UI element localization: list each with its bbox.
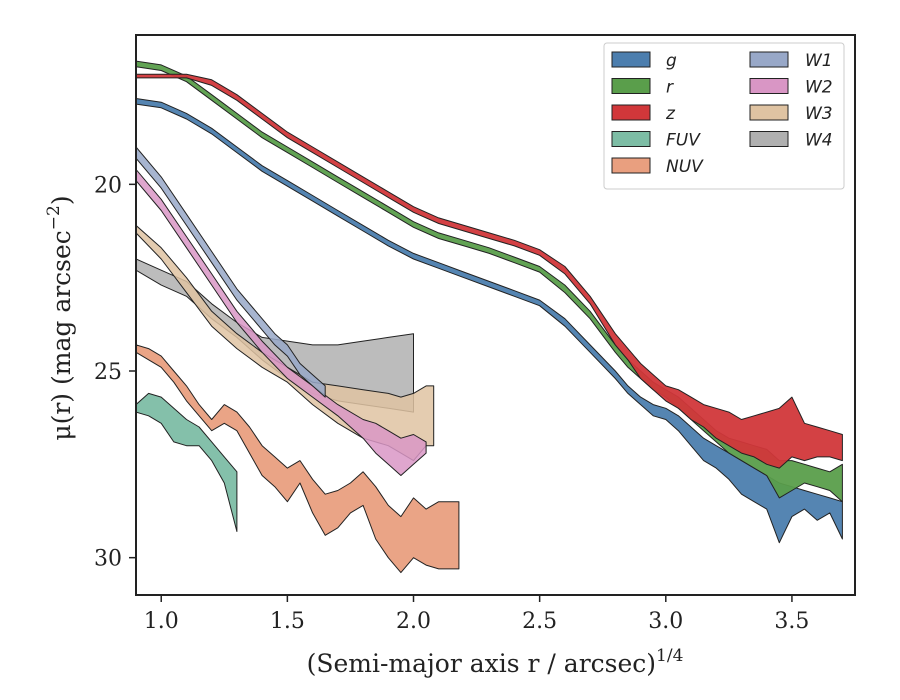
legend-swatch-fuv xyxy=(611,131,651,147)
y-tick-label: 30 xyxy=(94,547,122,572)
legend-label-g: g xyxy=(666,51,677,71)
x-axis-ticks: 1.0 1.5 2.0 2.5 3.0 3.5 xyxy=(144,595,809,634)
legend-swatch-nuv xyxy=(611,157,651,174)
legend-label-fuv: FUV xyxy=(666,131,701,151)
band-z xyxy=(136,73,843,469)
legend-label-w2: W2 xyxy=(805,78,833,98)
legend-swatch-w2 xyxy=(749,78,789,94)
band-fuv xyxy=(136,392,238,532)
y-tick-label: 25 xyxy=(94,360,122,385)
legend-swatch-z xyxy=(611,104,651,121)
x-axis-label: (Semi-major axis r / arcsec)1/4 xyxy=(307,646,684,678)
legend-label-w4: W4 xyxy=(805,131,833,151)
surface-brightness-bands xyxy=(136,60,843,574)
plot-frame xyxy=(135,34,856,596)
legend-swatch-g xyxy=(611,51,651,68)
x-tick-label: 1.5 xyxy=(270,609,305,634)
legend-swatch-w1 xyxy=(749,51,789,68)
legend-label-z: z xyxy=(665,104,676,124)
legend-label-r: r xyxy=(666,78,674,98)
x-tick-label: 2.0 xyxy=(396,609,431,634)
band-w1 xyxy=(136,146,326,398)
legend-swatch-w4 xyxy=(749,131,789,147)
y-tick-label: 20 xyxy=(94,173,122,198)
band-nuv xyxy=(136,344,460,574)
legend-label-nuv: NUV xyxy=(666,157,704,177)
legend-label-w1: W1 xyxy=(805,51,833,71)
x-tick-label: 1.0 xyxy=(144,609,179,634)
band-w2 xyxy=(136,168,427,476)
x-tick-label: 2.5 xyxy=(522,609,557,634)
legend: grz FUV NUV W1 W2 W3 W4 xyxy=(603,42,845,190)
x-tick-label: 3.5 xyxy=(774,609,809,634)
y-axis-ticks: 20 25 30 xyxy=(94,173,136,572)
legend-swatch-r xyxy=(611,78,651,94)
band-g xyxy=(136,98,843,544)
legend-label-w3: W3 xyxy=(805,104,833,124)
x-tick-label: 3.0 xyxy=(648,609,683,634)
legend-swatch-w3 xyxy=(749,104,789,121)
y-axis-label: μ(r) (mag arcsec−2) xyxy=(44,195,76,440)
